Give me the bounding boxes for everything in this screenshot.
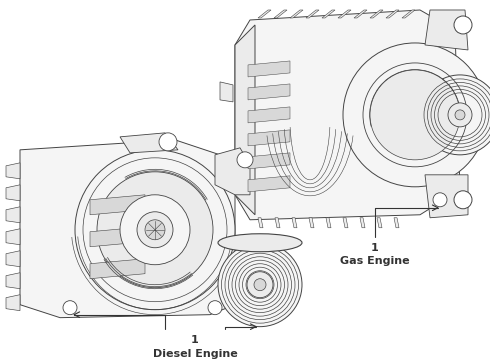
Circle shape	[254, 279, 266, 291]
Circle shape	[420, 75, 490, 155]
Circle shape	[448, 103, 472, 127]
Circle shape	[455, 110, 465, 120]
Polygon shape	[220, 82, 233, 102]
Polygon shape	[248, 153, 290, 169]
Polygon shape	[326, 218, 331, 228]
Polygon shape	[90, 195, 145, 215]
Polygon shape	[274, 10, 287, 18]
Polygon shape	[258, 218, 263, 228]
Circle shape	[137, 212, 173, 248]
Polygon shape	[6, 273, 20, 289]
Circle shape	[120, 195, 190, 265]
Polygon shape	[248, 107, 290, 123]
Polygon shape	[338, 10, 351, 18]
Polygon shape	[248, 61, 290, 77]
Text: 1: 1	[191, 335, 199, 345]
Polygon shape	[120, 133, 178, 153]
Polygon shape	[425, 10, 468, 50]
Polygon shape	[377, 218, 382, 228]
Polygon shape	[6, 251, 20, 267]
Polygon shape	[90, 227, 145, 247]
Polygon shape	[354, 10, 367, 18]
Polygon shape	[343, 218, 348, 228]
Circle shape	[433, 193, 447, 207]
Circle shape	[145, 220, 165, 240]
Circle shape	[454, 16, 472, 34]
Circle shape	[247, 272, 273, 298]
Circle shape	[370, 70, 460, 160]
Circle shape	[97, 172, 213, 288]
Text: 1: 1	[371, 243, 379, 253]
Polygon shape	[292, 218, 297, 228]
Polygon shape	[6, 163, 20, 179]
Polygon shape	[6, 207, 20, 223]
Polygon shape	[360, 218, 365, 228]
Polygon shape	[306, 10, 319, 18]
Text: Gas Engine: Gas Engine	[340, 256, 410, 266]
Circle shape	[237, 152, 253, 168]
Polygon shape	[6, 295, 20, 311]
Circle shape	[63, 301, 77, 315]
Polygon shape	[290, 10, 303, 18]
Circle shape	[75, 150, 235, 310]
Polygon shape	[386, 10, 399, 18]
Text: Diesel Engine: Diesel Engine	[152, 348, 237, 359]
Polygon shape	[248, 130, 290, 146]
Polygon shape	[235, 25, 255, 215]
Polygon shape	[309, 218, 314, 228]
Polygon shape	[235, 10, 460, 220]
Ellipse shape	[218, 234, 302, 252]
Polygon shape	[258, 10, 271, 18]
Circle shape	[218, 243, 302, 327]
Polygon shape	[6, 229, 20, 245]
Polygon shape	[6, 185, 20, 201]
Circle shape	[454, 191, 472, 209]
Polygon shape	[425, 175, 468, 218]
Circle shape	[208, 301, 222, 315]
Polygon shape	[215, 148, 250, 195]
Polygon shape	[402, 10, 415, 18]
Polygon shape	[248, 176, 290, 192]
Polygon shape	[394, 218, 399, 228]
Circle shape	[159, 133, 177, 151]
Polygon shape	[322, 10, 335, 18]
Polygon shape	[370, 10, 383, 18]
Polygon shape	[90, 259, 145, 279]
Polygon shape	[20, 140, 235, 318]
Circle shape	[343, 43, 487, 187]
Polygon shape	[248, 84, 290, 100]
Polygon shape	[275, 218, 280, 228]
